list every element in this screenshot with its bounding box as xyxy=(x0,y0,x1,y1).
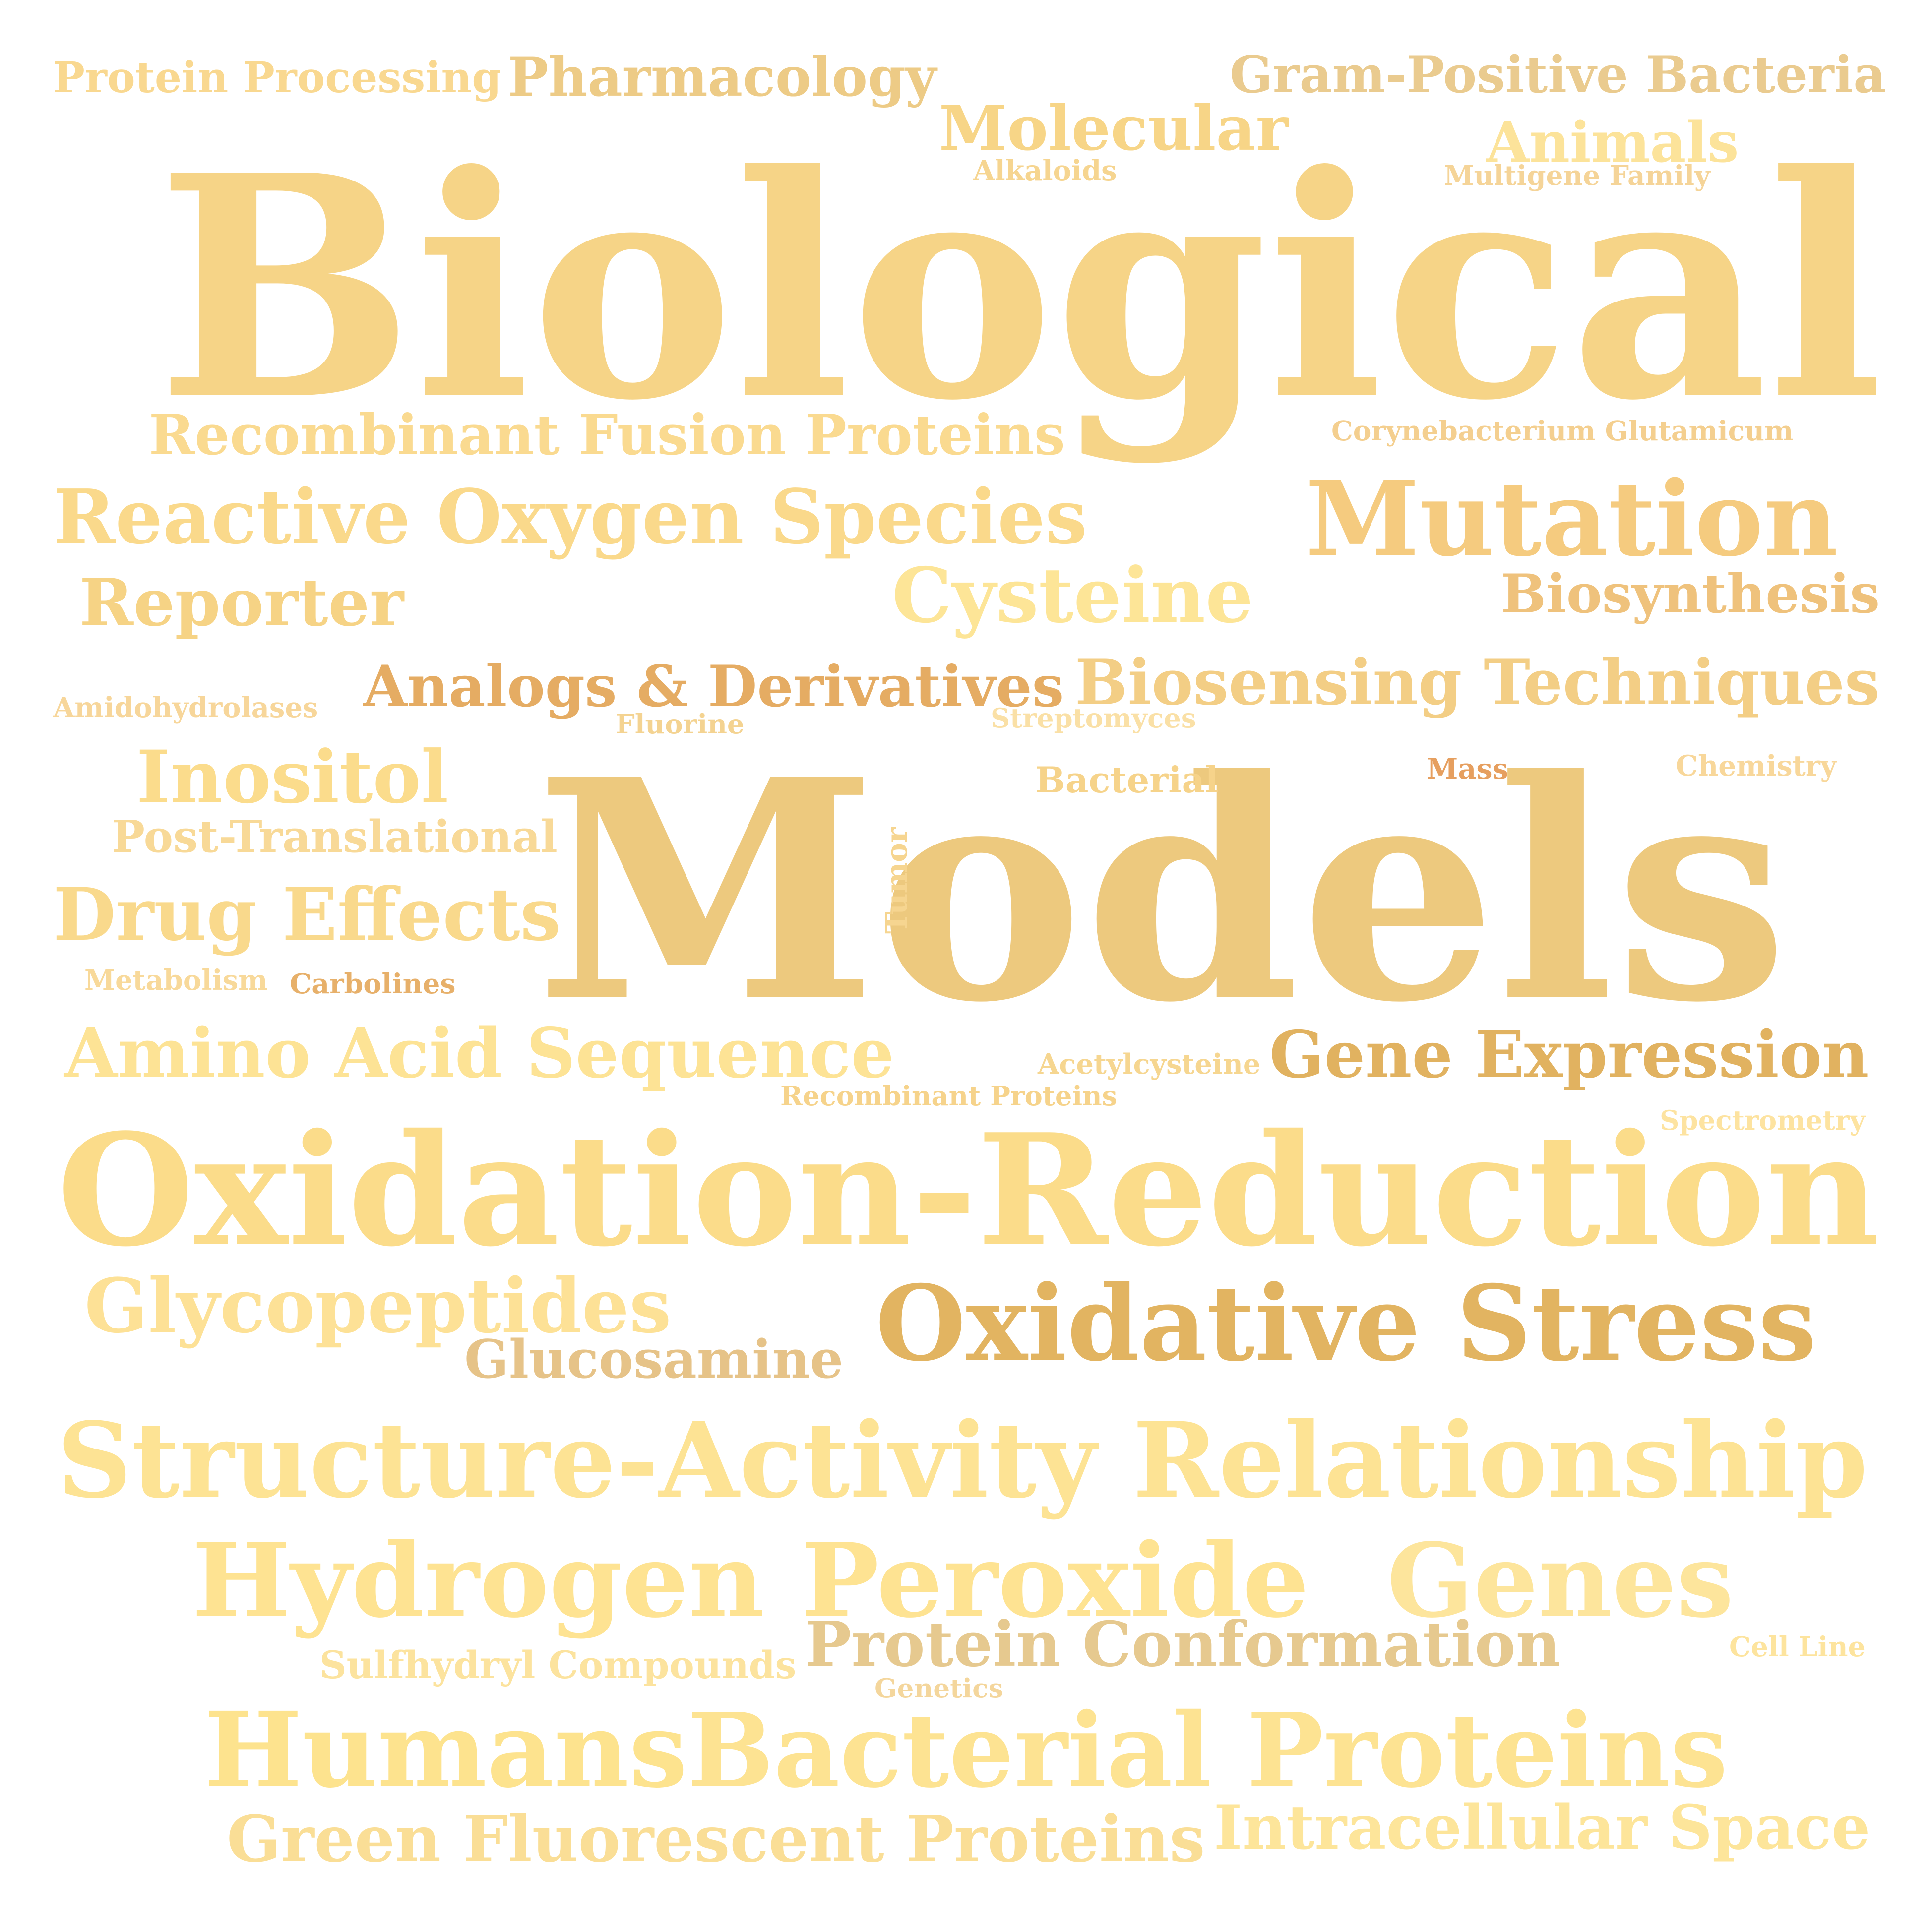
word-carbolines: Carbolines xyxy=(290,968,456,1001)
word-molecular: Molecular xyxy=(938,92,1288,165)
word-mutation: Mutation xyxy=(1305,458,1838,579)
word-protein-processing: Protein Processing xyxy=(53,53,502,103)
word-intracellular-space: Intracellular Space xyxy=(1213,1791,1870,1863)
word-reactive-oxygen-species: Reactive Oxygen Species xyxy=(53,473,1088,561)
word-alkaloids: Alkaloids xyxy=(973,154,1118,187)
word-drug-effects: Drug Effects xyxy=(53,872,561,958)
word-glycopeptides: Glycopeptides xyxy=(84,1262,672,1350)
word-animals: Animals xyxy=(1486,109,1739,175)
word-biosynthesis: Biosynthesis xyxy=(1501,562,1880,625)
word-oxidative-stress: Oxidative Stress xyxy=(875,1263,1817,1385)
word-gram-positive-bacteria: Gram-Positive Bacteria xyxy=(1230,45,1886,105)
word-structure-activity-relationship: Structure-Activity Relationship xyxy=(57,1399,1868,1521)
word-genetics: Genetics xyxy=(874,1672,1003,1704)
word-humans: Humans xyxy=(204,1690,687,1811)
word-hydrogen-peroxide: Hydrogen Peroxide xyxy=(192,1521,1309,1641)
word-recombinant-fusion-proteins: Recombinant Fusion Proteins xyxy=(148,403,1065,468)
word-chemistry: Chemistry xyxy=(1676,750,1837,783)
word-post-translational: Post-Translational xyxy=(111,811,558,863)
word-green-fluorescent-proteins: Green Fluorescent Proteins xyxy=(226,1802,1205,1877)
word-sulfhydryl-compounds: Sulfhydryl Compounds xyxy=(319,1643,797,1688)
word-fluorine: Fluorine xyxy=(615,708,745,740)
word-models: Models xyxy=(535,714,1789,1069)
word-spectrometry: Spectrometry xyxy=(1659,1104,1866,1137)
word-metabolism: Metabolism xyxy=(84,964,268,997)
word-reporter: Reporter xyxy=(79,564,404,641)
word-glucosamine: Glucosamine xyxy=(464,1328,844,1390)
word-mass: Mass xyxy=(1427,752,1509,785)
word-pharmacology: Pharmacology xyxy=(507,45,936,109)
word-biological: Biological xyxy=(156,109,1884,468)
word-cysteine: Cysteine xyxy=(891,550,1253,640)
word-gene-expression: Gene Expression xyxy=(1269,1017,1869,1093)
word-analogs-derivatives: Analogs & Derivatives xyxy=(363,653,1064,721)
word-acetylcysteine: Acetylcysteine xyxy=(1038,1048,1261,1081)
word-recombinant-proteins: Recombinant Proteins xyxy=(780,1080,1118,1112)
word-biosensing-techniques: Biosensing Techniques xyxy=(1075,645,1880,719)
word-bacterial-proteins: Bacterial Proteins xyxy=(687,1690,1728,1811)
word-amidohydrolases: Amidohydrolases xyxy=(53,692,318,724)
word-protein-conformation: Protein Conformation xyxy=(805,1608,1560,1681)
word-tumor: Tumor xyxy=(879,827,914,934)
word-inositol: Inositol xyxy=(136,735,448,820)
word-genes: Genes xyxy=(1387,1521,1734,1641)
word-corynebacterium-glutamicum: Corynebacterium Glutamicum xyxy=(1331,415,1794,447)
word-amino-acid-sequence: Amino Acid Sequence xyxy=(64,1013,894,1093)
word-bacterial: Bacterial xyxy=(1035,758,1219,801)
word-multigene-family: Multigene Family xyxy=(1444,160,1711,192)
word-oxidation-reduction: Oxidation-Reduction xyxy=(57,1100,1880,1281)
word-cell-line: Cell Line xyxy=(1729,1630,1866,1663)
word-streptomyces: Streptomyces xyxy=(991,702,1196,734)
